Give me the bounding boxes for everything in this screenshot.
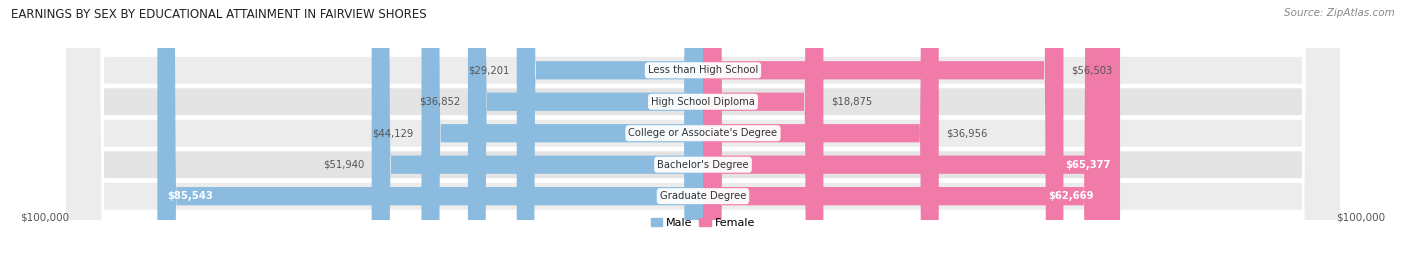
FancyBboxPatch shape bbox=[371, 0, 703, 268]
FancyBboxPatch shape bbox=[65, 0, 1341, 268]
Text: $18,875: $18,875 bbox=[831, 97, 872, 107]
FancyBboxPatch shape bbox=[703, 0, 1102, 268]
Text: $29,201: $29,201 bbox=[468, 65, 509, 75]
Text: Less than High School: Less than High School bbox=[648, 65, 758, 75]
FancyBboxPatch shape bbox=[65, 0, 1341, 268]
FancyBboxPatch shape bbox=[703, 0, 824, 268]
Text: Graduate Degree: Graduate Degree bbox=[659, 191, 747, 201]
FancyBboxPatch shape bbox=[517, 0, 703, 268]
FancyBboxPatch shape bbox=[468, 0, 703, 268]
FancyBboxPatch shape bbox=[422, 0, 703, 268]
Text: $100,000: $100,000 bbox=[1337, 213, 1385, 222]
FancyBboxPatch shape bbox=[703, 0, 1063, 268]
Text: $36,956: $36,956 bbox=[946, 128, 988, 138]
Text: High School Diploma: High School Diploma bbox=[651, 97, 755, 107]
FancyBboxPatch shape bbox=[65, 0, 1341, 268]
Text: $51,940: $51,940 bbox=[323, 160, 364, 170]
Text: College or Associate's Degree: College or Associate's Degree bbox=[628, 128, 778, 138]
FancyBboxPatch shape bbox=[703, 0, 939, 268]
Text: EARNINGS BY SEX BY EDUCATIONAL ATTAINMENT IN FAIRVIEW SHORES: EARNINGS BY SEX BY EDUCATIONAL ATTAINMEN… bbox=[11, 8, 427, 21]
Text: $100,000: $100,000 bbox=[21, 213, 69, 222]
Text: $65,377: $65,377 bbox=[1066, 160, 1111, 170]
FancyBboxPatch shape bbox=[65, 0, 1341, 268]
Text: $85,543: $85,543 bbox=[167, 191, 212, 201]
Text: Bachelor's Degree: Bachelor's Degree bbox=[657, 160, 749, 170]
Text: $44,129: $44,129 bbox=[373, 128, 413, 138]
Text: Source: ZipAtlas.com: Source: ZipAtlas.com bbox=[1284, 8, 1395, 18]
Text: $62,669: $62,669 bbox=[1047, 191, 1094, 201]
Legend: Male, Female: Male, Female bbox=[651, 218, 755, 228]
FancyBboxPatch shape bbox=[703, 0, 1121, 268]
Text: $56,503: $56,503 bbox=[1071, 65, 1112, 75]
FancyBboxPatch shape bbox=[65, 0, 1341, 268]
FancyBboxPatch shape bbox=[157, 0, 703, 268]
Text: $36,852: $36,852 bbox=[419, 97, 460, 107]
